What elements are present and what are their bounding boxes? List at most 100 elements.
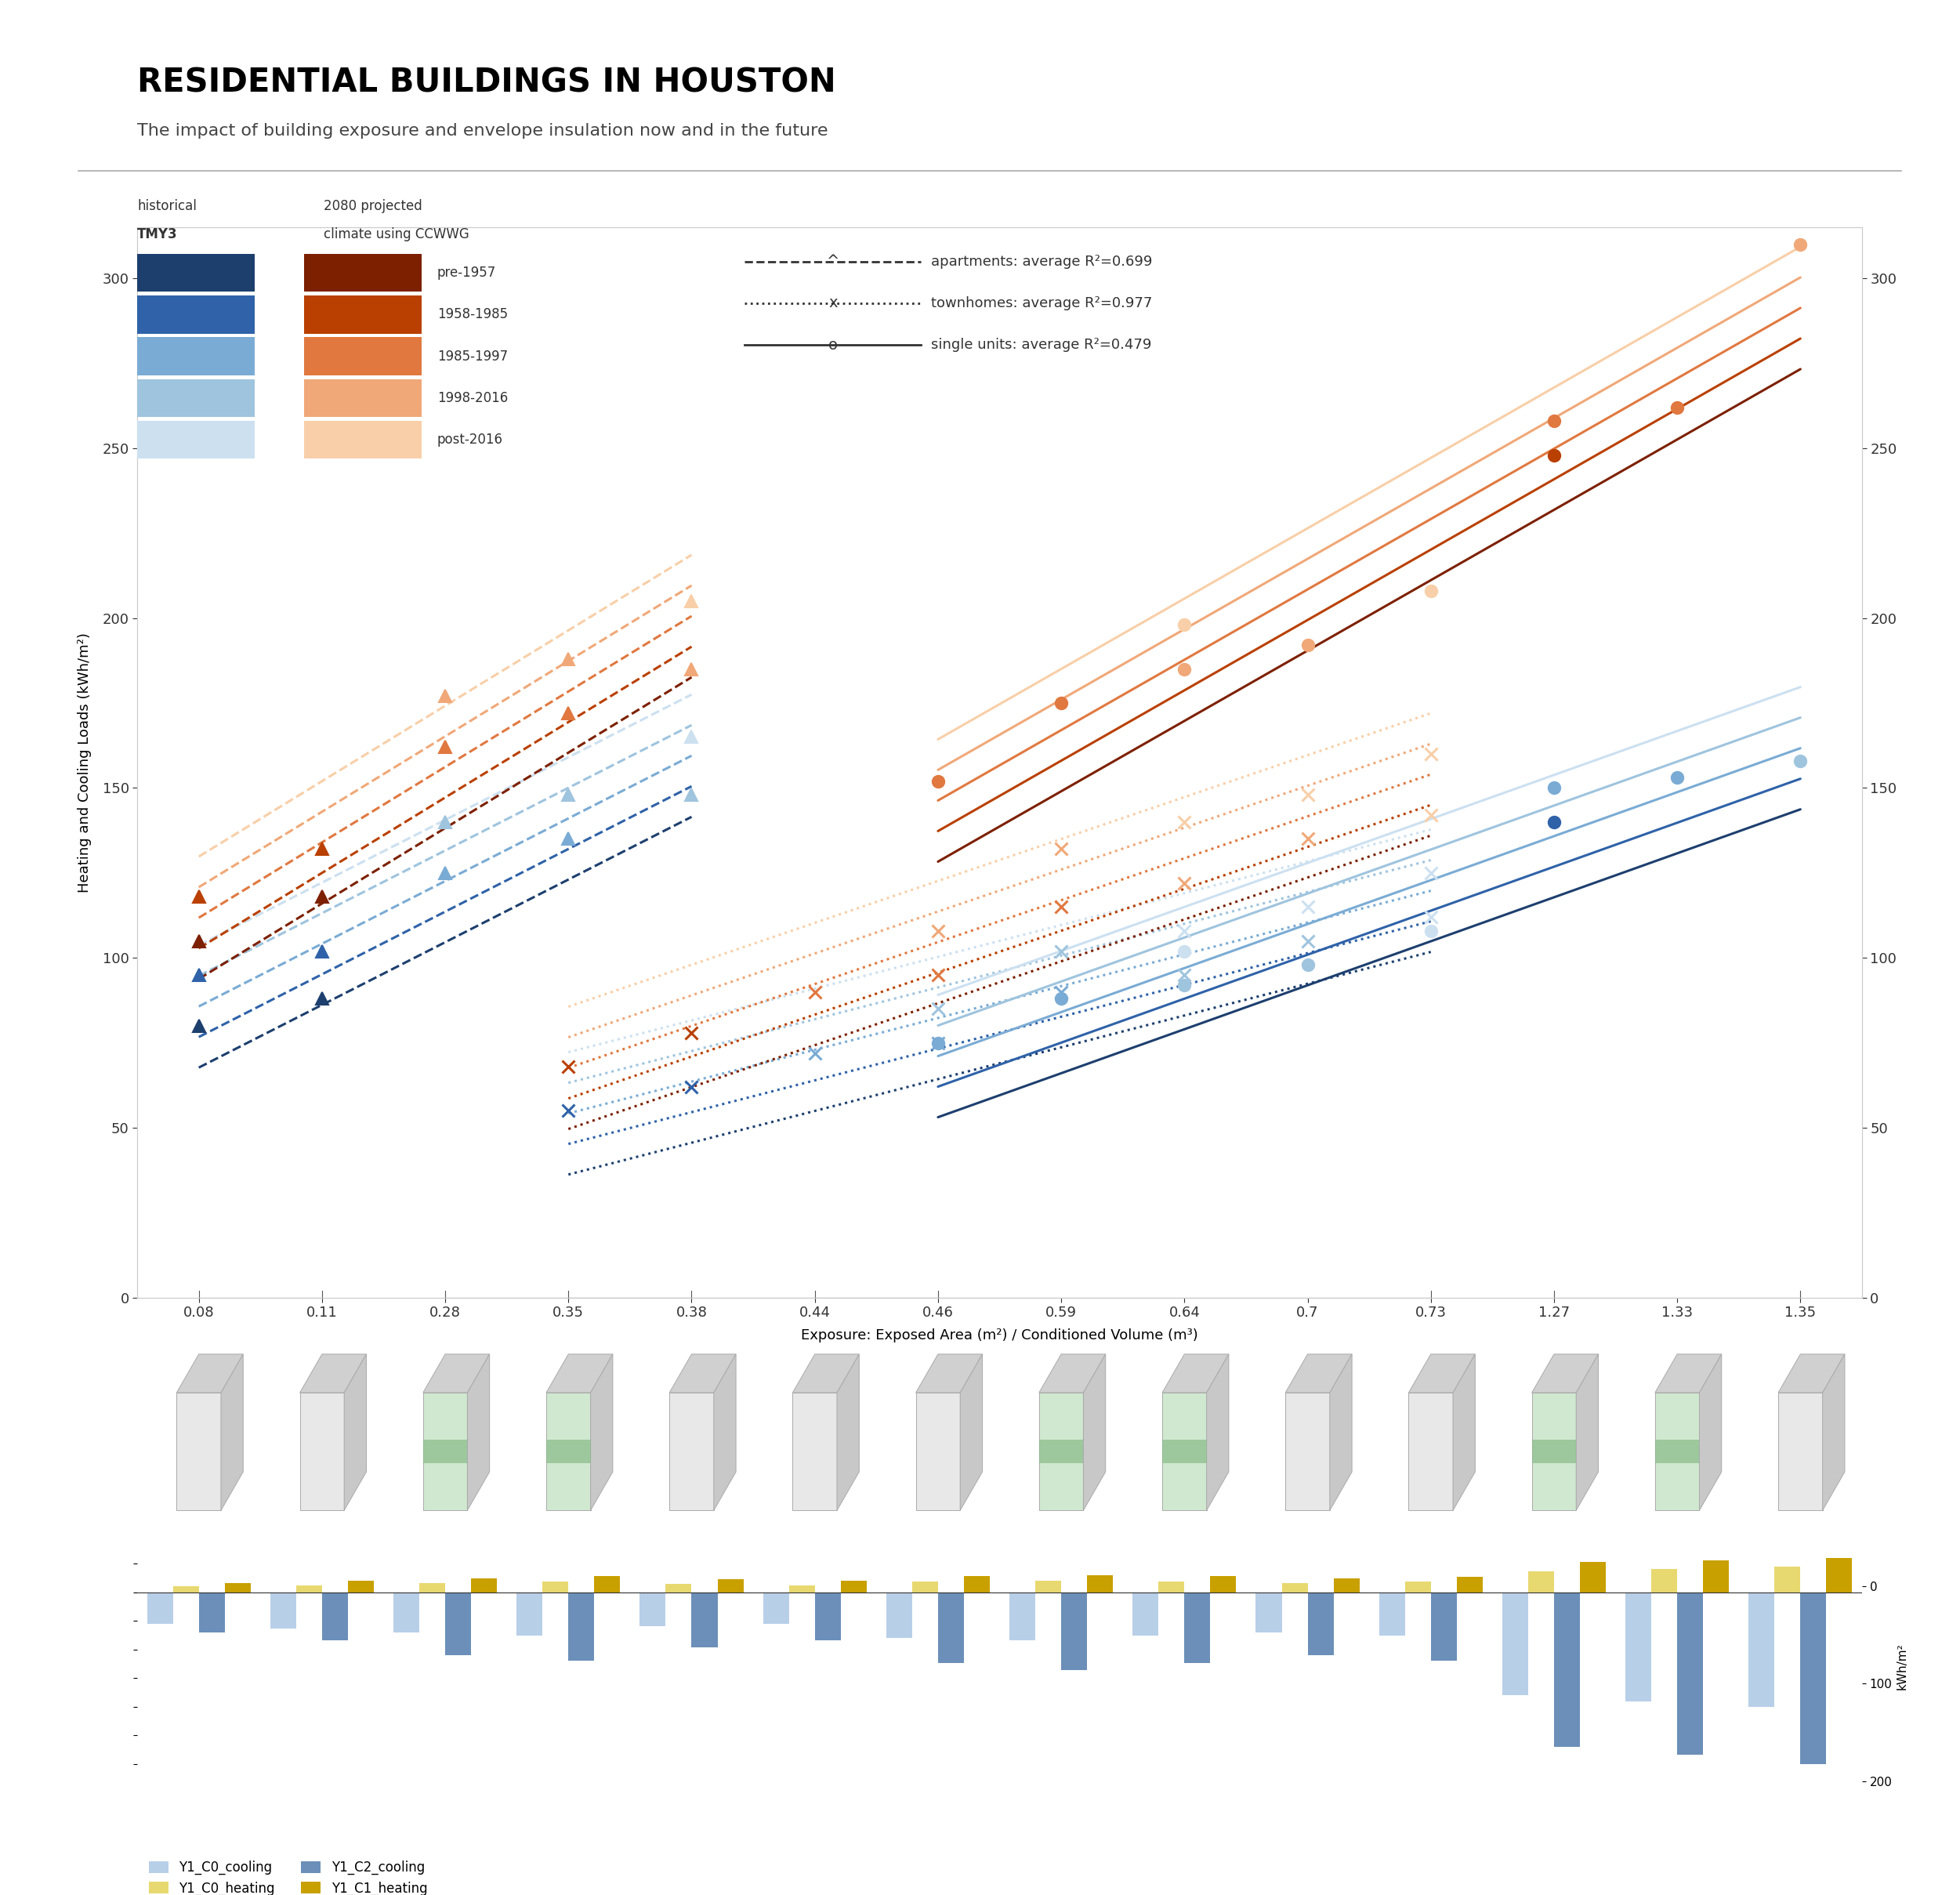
- Bar: [296, 1586, 321, 1592]
- Bar: [568, 1592, 594, 1660]
- Bar: [692, 1592, 717, 1647]
- Bar: [911, 1582, 939, 1592]
- Bar: [147, 1592, 172, 1624]
- Polygon shape: [1699, 1355, 1721, 1510]
- Text: Y1C1: Y1C1: [349, 309, 376, 320]
- Bar: [762, 1592, 790, 1624]
- Polygon shape: [1778, 1393, 1823, 1510]
- Text: Y4C0: Y4C0: [182, 434, 210, 445]
- Polygon shape: [423, 1440, 466, 1463]
- Polygon shape: [1039, 1355, 1105, 1393]
- Polygon shape: [1162, 1440, 1207, 1463]
- Bar: [886, 1592, 911, 1637]
- Bar: [790, 1586, 815, 1592]
- Text: Y0C1: Y0C1: [349, 267, 376, 279]
- Y-axis label: Heating and Cooling Loads (kWh/m²): Heating and Cooling Loads (kWh/m²): [76, 633, 92, 893]
- Bar: [1580, 1561, 1605, 1592]
- Bar: [419, 1582, 445, 1592]
- Bar: [815, 1592, 841, 1641]
- Bar: [594, 1577, 619, 1592]
- Polygon shape: [1162, 1393, 1207, 1510]
- Text: Y0C0: Y0C0: [182, 267, 210, 279]
- Bar: [1678, 1592, 1703, 1755]
- Polygon shape: [1533, 1355, 1597, 1393]
- Text: Y4C1: Y4C1: [349, 434, 376, 445]
- Bar: [198, 1592, 225, 1632]
- Polygon shape: [1654, 1355, 1721, 1393]
- Text: climate using CCWWG: climate using CCWWG: [323, 227, 468, 241]
- Text: 2080 projected: 2080 projected: [323, 199, 421, 212]
- Polygon shape: [1654, 1393, 1699, 1510]
- Polygon shape: [792, 1355, 858, 1393]
- Polygon shape: [1452, 1355, 1476, 1510]
- Bar: [1774, 1567, 1801, 1592]
- Polygon shape: [1039, 1393, 1084, 1510]
- Polygon shape: [1409, 1393, 1452, 1510]
- Bar: [1652, 1569, 1678, 1592]
- Text: TMY3: TMY3: [137, 227, 178, 241]
- Text: townhomes: average R²=0.977: townhomes: average R²=0.977: [931, 296, 1152, 311]
- Legend: Y1_C0_cooling, Y1_C0_heating, Y1_C2_cooling, Y1_C1_heating: Y1_C0_cooling, Y1_C0_heating, Y1_C2_cool…: [143, 1855, 433, 1895]
- Polygon shape: [547, 1440, 590, 1463]
- Bar: [1307, 1592, 1333, 1654]
- Text: ^: ^: [827, 254, 839, 269]
- Polygon shape: [547, 1355, 613, 1393]
- Polygon shape: [915, 1355, 982, 1393]
- Polygon shape: [1084, 1355, 1105, 1510]
- Polygon shape: [547, 1393, 590, 1510]
- Text: historical: historical: [137, 199, 196, 212]
- Polygon shape: [670, 1355, 735, 1393]
- Polygon shape: [1207, 1355, 1229, 1510]
- Polygon shape: [590, 1355, 613, 1510]
- Bar: [717, 1580, 743, 1592]
- Polygon shape: [670, 1393, 713, 1510]
- Polygon shape: [1654, 1440, 1699, 1463]
- Polygon shape: [1533, 1393, 1576, 1510]
- Bar: [1554, 1592, 1580, 1747]
- X-axis label: Exposure: Exposed Area (m²) / Conditioned Volume (m³): Exposure: Exposed Area (m²) / Conditione…: [802, 1328, 1198, 1344]
- Bar: [1801, 1592, 1827, 1764]
- Text: 1958-1985: 1958-1985: [437, 307, 508, 322]
- Text: 1998-2016: 1998-2016: [437, 390, 508, 406]
- Bar: [841, 1580, 866, 1592]
- Polygon shape: [1409, 1355, 1476, 1393]
- Bar: [1158, 1582, 1184, 1592]
- Bar: [321, 1592, 347, 1641]
- Polygon shape: [1039, 1440, 1084, 1463]
- Bar: [1035, 1580, 1060, 1592]
- Polygon shape: [837, 1355, 858, 1510]
- Bar: [1703, 1560, 1729, 1592]
- Text: The impact of building exposure and envelope insulation now and in the future: The impact of building exposure and enve…: [137, 123, 827, 138]
- Bar: [172, 1586, 198, 1592]
- Bar: [1256, 1592, 1282, 1632]
- Y-axis label: kWh/m²: kWh/m²: [1897, 1643, 1909, 1690]
- Polygon shape: [300, 1393, 345, 1510]
- Bar: [1405, 1582, 1431, 1592]
- Bar: [543, 1582, 568, 1592]
- Bar: [1529, 1571, 1554, 1592]
- Polygon shape: [300, 1355, 367, 1393]
- Bar: [1380, 1592, 1405, 1635]
- Text: o: o: [829, 337, 837, 352]
- Bar: [445, 1592, 470, 1654]
- Polygon shape: [345, 1355, 367, 1510]
- Polygon shape: [915, 1393, 960, 1510]
- Text: single units: average R²=0.479: single units: average R²=0.479: [931, 337, 1152, 352]
- Polygon shape: [466, 1355, 490, 1510]
- Polygon shape: [1823, 1355, 1844, 1510]
- Bar: [1827, 1558, 1852, 1592]
- Bar: [1088, 1575, 1113, 1592]
- Text: x: x: [829, 296, 837, 311]
- Bar: [666, 1584, 692, 1592]
- Bar: [964, 1577, 990, 1592]
- Bar: [1282, 1582, 1307, 1592]
- Polygon shape: [960, 1355, 982, 1510]
- Bar: [394, 1592, 419, 1632]
- Polygon shape: [423, 1393, 466, 1510]
- Polygon shape: [1778, 1355, 1844, 1393]
- Polygon shape: [1286, 1355, 1352, 1393]
- Polygon shape: [1576, 1355, 1597, 1510]
- Bar: [1060, 1592, 1088, 1669]
- Bar: [1209, 1577, 1237, 1592]
- Text: apartments: average R²=0.699: apartments: average R²=0.699: [931, 254, 1152, 269]
